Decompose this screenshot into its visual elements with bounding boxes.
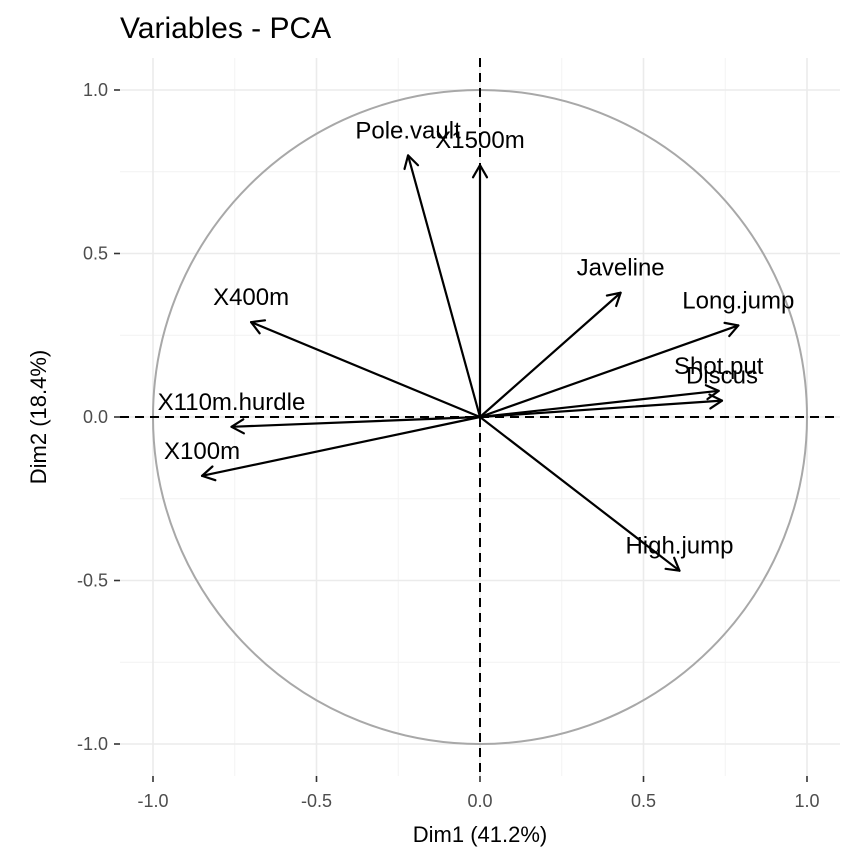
arrow-head (708, 393, 724, 410)
arrow-head (723, 321, 740, 338)
arrow-discus (478, 393, 724, 419)
x-tick-label: -0.5 (301, 791, 332, 811)
arrow-long-jump (478, 321, 740, 419)
y-tick-label: -1.0 (77, 734, 108, 754)
chart-title: Variables - PCA (120, 12, 331, 45)
arrow-shaft (478, 415, 681, 572)
label-x400m: X400m (213, 284, 289, 311)
arrow-shaft (200, 415, 482, 477)
label-x110m-hurdle: X110m.hurdle (158, 389, 306, 416)
arrow-shaft (406, 154, 482, 419)
x-tick-label: 0.5 (631, 791, 656, 811)
arrow-x1500m (471, 164, 489, 419)
label-x1500m: X1500m (435, 127, 524, 154)
arrow-head (664, 556, 681, 572)
arrow-head (250, 319, 267, 335)
arrow-javeline (478, 291, 622, 419)
x-tick-label: 0.0 (467, 791, 492, 811)
x-axis: -1.0 -0.5 0.0 0.5 1.0 (137, 776, 820, 811)
arrow-shaft (478, 389, 720, 419)
y-tick-label: 0.5 (83, 244, 108, 264)
arrow-shaft (478, 324, 740, 419)
y-axis: 1.0 0.5 0.0 -0.5 -1.0 (77, 80, 120, 754)
label-long-jump: Long.jump (682, 287, 794, 314)
variable-labels: X100m Long.jump Shot.put High.jump X400m X110… (158, 117, 795, 559)
variable-arrows (200, 154, 740, 572)
label-x100m: X100m (164, 438, 240, 465)
label-shot-put: Shot.put (674, 353, 764, 380)
label-pole-vault: Pole.vault (355, 117, 461, 144)
arrow-shaft (230, 415, 482, 428)
arrow-head (471, 164, 489, 179)
arrow-head (605, 291, 622, 308)
y-tick-label: 1.0 (83, 80, 108, 100)
arrow-shaft (478, 291, 622, 419)
arrow-x100m (200, 415, 482, 482)
arrow-head (200, 465, 217, 482)
y-tick-label: -0.5 (77, 571, 108, 591)
x-tick-label: -1.0 (137, 791, 168, 811)
arrow-head (403, 154, 420, 171)
x-tick-label: 1.0 (794, 791, 819, 811)
arrow-shaft (478, 399, 724, 419)
arrow-shot-put (478, 384, 720, 419)
arrow-x400m (250, 319, 482, 419)
arrow-shaft (250, 321, 482, 419)
label-high-jump: High.jump (625, 533, 733, 560)
arrow-x110m-hurdle (230, 415, 482, 435)
arrow-head (230, 418, 245, 435)
label-discus: Discus (686, 363, 758, 390)
x-axis-title: Dim1 (41.2%) (413, 822, 547, 847)
arrow-pole-vault (403, 154, 482, 419)
label-javeline: Javeline (577, 255, 665, 282)
y-axis-title: Dim2 (18.4%) (26, 350, 51, 484)
y-tick-label: 0.0 (83, 407, 108, 427)
arrow-high-jump (478, 415, 681, 572)
